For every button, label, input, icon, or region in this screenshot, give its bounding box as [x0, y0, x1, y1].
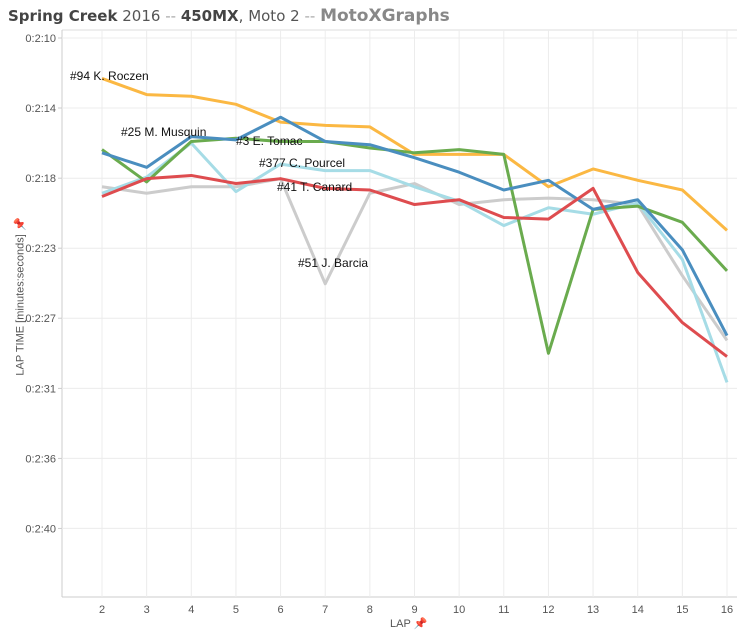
brand-name: MotoXGraphs [320, 6, 450, 26]
series-label-94-k-roczen: #94 K. Roczen [70, 69, 149, 83]
x-tick-label: 12 [542, 604, 554, 616]
title-class: 450MX [180, 7, 239, 25]
x-tick-label: 15 [676, 604, 688, 616]
x-axis-label: LAP [390, 618, 411, 630]
title-event: Spring Creek [8, 7, 118, 25]
x-tick-label: 2 [99, 604, 105, 616]
pin-icon[interactable]: 📌 [413, 618, 428, 630]
x-tick-label: 9 [411, 604, 417, 616]
series-line-94-k-roczen [101, 77, 729, 232]
y-tick-label: 0:2:10 [25, 33, 56, 45]
title-comma: , [238, 7, 244, 25]
x-tick-label: 8 [367, 604, 373, 616]
x-tick-label: 11 [498, 604, 509, 616]
y-tick-label: 0:2:40 [25, 523, 56, 535]
x-tick-label: 16 [721, 604, 733, 616]
x-tick-label: 7 [322, 604, 328, 616]
x-tick-label: 6 [278, 604, 284, 616]
x-tick-label: 3 [144, 604, 150, 616]
y-axis-title: LAP TIME [minutes:seconds] 📌 [14, 207, 27, 387]
y-tick-label: 0:2:23 [25, 243, 56, 255]
x-tick-label: 5 [233, 604, 239, 616]
x-axis-title: LAP 📌 [390, 617, 427, 630]
x-tick-label: 10 [453, 604, 465, 616]
series-label-3-e-tomac: #3 E. Tomac [236, 134, 302, 148]
series-label-41-t-canard: #41 T. Canard [277, 180, 352, 194]
title-moto: Moto 2 [248, 7, 300, 25]
series-label-51-j-barcia: #51 J. Barcia [298, 256, 368, 270]
x-tick-label: 14 [632, 604, 644, 616]
title-year: 2016 [122, 7, 161, 25]
series-label-377-c-pourcel: #377 C. Pourcel [259, 156, 345, 170]
x-tick-label: 4 [188, 604, 194, 616]
series-line-3-e-tomac [101, 136, 729, 355]
y-tick-label: 0:2:31 [25, 383, 56, 395]
y-tick-label: 0:2:36 [25, 453, 56, 465]
title-separator: -- [165, 7, 177, 25]
chart-title: Spring Creek 2016 -- 450MX, Moto 2 -- Mo… [8, 6, 450, 26]
series-label-25-m-musquin: #25 M. Musquin [121, 125, 206, 139]
pin-icon[interactable]: 📌 [14, 217, 27, 232]
title-separator: -- [304, 7, 316, 25]
series-line-41-t-canard [101, 173, 728, 358]
series-line-25-m-musquin [101, 115, 729, 337]
x-tick-label: 13 [587, 604, 599, 616]
y-tick-label: 0:2:14 [25, 103, 56, 115]
y-tick-label: 0:2:27 [25, 313, 56, 325]
y-tick-label: 0:2:18 [25, 173, 56, 185]
y-axis-label: LAP TIME [minutes:seconds] [14, 234, 27, 376]
